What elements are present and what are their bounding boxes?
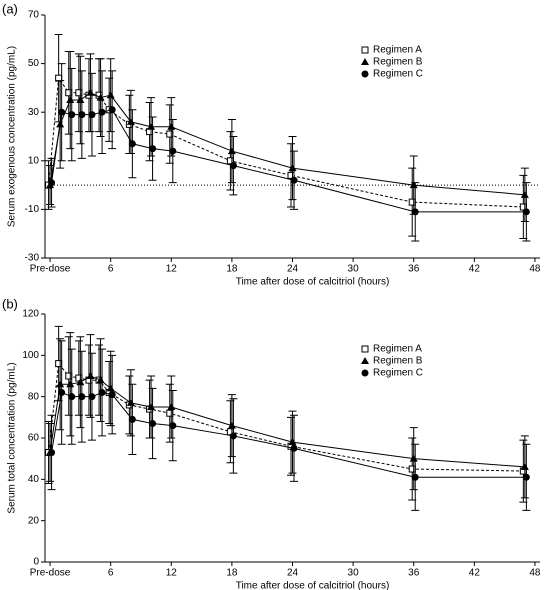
panel: (a) -30 -10 10 30 50 70 Pre-dose 6 12 18 24 30 36 42 48… <box>2 1 541 287</box>
x-tick-label: 24 <box>287 568 299 579</box>
series-line <box>48 76 524 208</box>
y-tick-label: 80 <box>28 391 40 402</box>
panel-label: (a) <box>2 1 18 16</box>
x-tick-label: 30 <box>348 568 360 579</box>
x-tick-label: 48 <box>529 568 541 579</box>
marker <box>149 145 157 153</box>
legend-label: Regimen A <box>373 45 422 56</box>
x-tick-label: 18 <box>226 264 238 275</box>
marker <box>55 360 63 368</box>
marker <box>58 389 66 397</box>
x-axis-title: Time after dose of calcitriol (hours) <box>236 277 390 288</box>
marker <box>290 176 298 184</box>
marker <box>48 448 56 456</box>
x-tick-label: 36 <box>408 264 420 275</box>
marker <box>411 208 419 216</box>
y-tick-label: 120 <box>22 309 39 320</box>
marker <box>361 357 369 364</box>
marker <box>166 130 174 138</box>
marker <box>229 162 237 170</box>
marker <box>88 111 96 119</box>
x-tick-label: 42 <box>469 264 481 275</box>
marker <box>75 89 83 97</box>
marker <box>88 393 96 401</box>
y-tick-label: 70 <box>28 10 40 21</box>
legend-label: Regimen A <box>373 344 422 355</box>
marker <box>128 140 136 148</box>
marker <box>522 208 530 216</box>
series-line <box>51 391 527 478</box>
x-tick-label: 30 <box>348 264 360 275</box>
marker <box>169 422 177 430</box>
marker <box>290 444 298 452</box>
marker <box>48 179 56 187</box>
y-tick-label: 50 <box>28 58 40 69</box>
marker <box>68 111 76 119</box>
y-axis-title: Serum total concentration (pg/mL) <box>7 362 18 513</box>
legend-label: Regimen C <box>373 69 423 80</box>
y-tick-label: -30 <box>25 253 40 264</box>
x-tick-label: 48 <box>529 264 541 275</box>
x-tick-label: 6 <box>108 264 114 275</box>
marker <box>166 409 174 417</box>
y-tick-label: 40 <box>28 474 40 485</box>
marker <box>78 393 86 401</box>
marker <box>361 70 369 78</box>
y-tick-label: 10 <box>28 155 40 166</box>
marker <box>169 147 177 155</box>
marker <box>408 465 416 473</box>
marker <box>361 345 369 353</box>
x-tick-label: 42 <box>469 568 481 579</box>
panel: (b) 0 20 40 60 80 100 120 Pre-dose 6 12 18 24 30 36 42 4… <box>2 296 541 590</box>
marker <box>361 58 369 65</box>
marker <box>78 111 86 119</box>
marker <box>411 473 419 481</box>
legend-label: Regimen C <box>373 368 423 379</box>
legend-label: Regimen B <box>373 356 423 367</box>
legend-label: Regimen B <box>373 57 423 68</box>
x-tick-label: 6 <box>108 568 114 579</box>
x-tick-label: 12 <box>166 568 178 579</box>
y-tick-label: 60 <box>28 433 40 444</box>
x-tick-label: Pre-dose <box>30 264 71 275</box>
marker <box>361 369 369 377</box>
marker <box>361 46 369 54</box>
marker <box>108 391 116 399</box>
y-tick-label: 20 <box>28 515 40 526</box>
series-line <box>51 109 527 213</box>
x-tick-label: 18 <box>226 568 238 579</box>
marker <box>98 389 106 397</box>
marker <box>98 108 106 116</box>
marker <box>128 415 136 423</box>
x-tick-label: Pre-dose <box>30 568 71 579</box>
y-tick-label: -10 <box>25 204 40 215</box>
marker <box>408 198 416 206</box>
marker <box>106 384 115 392</box>
marker <box>65 372 73 380</box>
series-line <box>49 375 525 468</box>
x-tick-label: 12 <box>166 264 178 275</box>
marker <box>522 473 530 481</box>
panel-label: (b) <box>2 296 18 311</box>
marker <box>229 432 237 440</box>
marker <box>65 89 73 97</box>
x-axis-title: Time after dose of calcitriol (hours) <box>236 581 390 590</box>
y-tick-label: 0 <box>33 557 39 568</box>
marker <box>58 108 66 116</box>
y-tick-label: 30 <box>28 107 40 118</box>
marker <box>108 106 116 114</box>
marker <box>227 147 236 155</box>
marker <box>106 91 115 99</box>
marker <box>68 393 76 401</box>
x-tick-label: 24 <box>287 264 299 275</box>
x-tick-label: 36 <box>408 568 420 579</box>
marker <box>149 420 157 428</box>
y-axis-title: Serum exogenous concentration (pg/mL) <box>7 46 18 227</box>
series-line <box>48 362 524 472</box>
y-tick-label: 100 <box>22 350 39 361</box>
marker <box>86 372 95 379</box>
